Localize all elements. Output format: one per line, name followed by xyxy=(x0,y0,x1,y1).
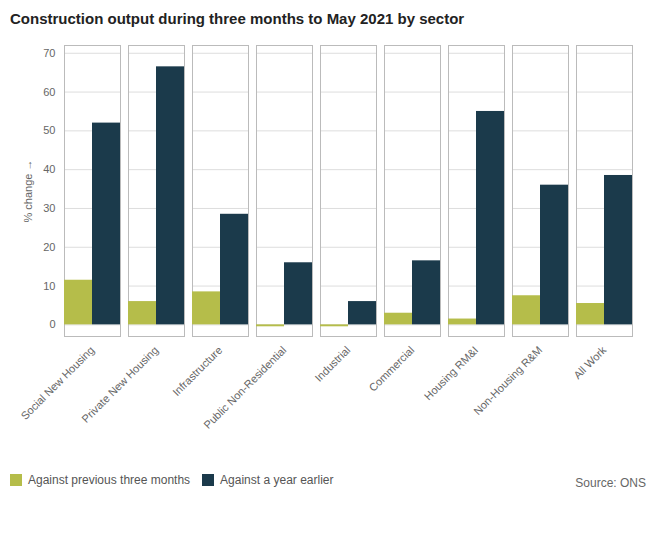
svg-text:40: 40 xyxy=(43,163,55,175)
svg-text:% change →: % change → xyxy=(22,160,34,223)
svg-text:0: 0 xyxy=(49,318,55,330)
svg-text:30: 30 xyxy=(43,202,55,214)
svg-text:Industrial: Industrial xyxy=(312,344,352,384)
html-text:Against a year earlier: Against a year earlier xyxy=(220,472,334,487)
html-text:Source: ONS: Source: ONS xyxy=(575,475,646,490)
svg-text:10: 10 xyxy=(43,280,55,292)
svg-text:60: 60 xyxy=(43,86,55,98)
svg-text:50: 50 xyxy=(43,124,55,136)
svg-text:20: 20 xyxy=(43,241,55,253)
svg-text:70: 70 xyxy=(43,47,55,59)
svg-text:Housing RM&I: Housing RM&I xyxy=(422,344,481,403)
svg-text:Social New Housing: Social New Housing xyxy=(18,343,97,422)
html-text:Against previous three months: Against previous three months xyxy=(28,472,191,487)
svg-text:All Work: All Work xyxy=(571,343,609,381)
svg-text:Public Non-Residential: Public Non-Residential xyxy=(201,344,288,431)
svg-text:Infrastructure: Infrastructure xyxy=(170,344,224,398)
svg-text:Private New Housing: Private New Housing xyxy=(79,344,160,425)
svg-text:Commercial: Commercial xyxy=(366,344,416,394)
svg-text:Non-Housing R&M: Non-Housing R&M xyxy=(471,344,544,417)
html-text:Construction output during thr: Construction output during three months … xyxy=(10,10,465,27)
